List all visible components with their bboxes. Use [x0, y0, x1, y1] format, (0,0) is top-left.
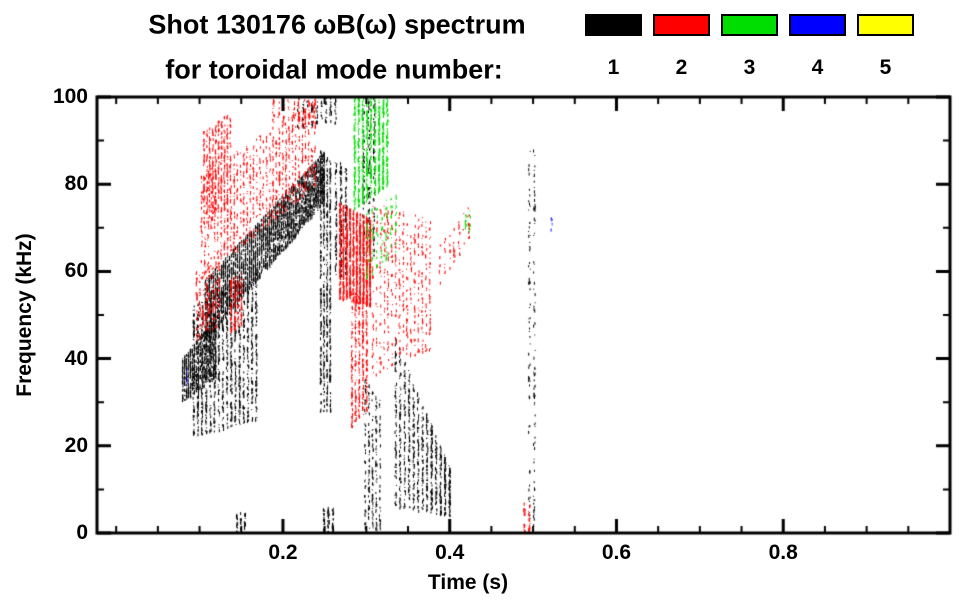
legend-swatch-mode-5: [857, 14, 914, 36]
legend-mode-number-1: 1: [607, 56, 620, 79]
plot-title-line1: Shot 130176 ωB(ω) spectrum: [148, 9, 526, 40]
y-tick-label-100: 100: [52, 85, 88, 108]
y-axis-label: Frequency (kHz): [13, 233, 36, 397]
y-tick-label-20: 20: [64, 433, 88, 457]
legend-swatch-mode-4: [789, 14, 846, 36]
x-tick-label-0.4: 0.4: [435, 541, 465, 564]
x-tick-label-0.8: 0.8: [768, 541, 798, 564]
y-tick-label-80: 80: [64, 172, 88, 196]
legend-swatch-mode-2: [653, 14, 710, 36]
legend-mode-number-3: 3: [743, 56, 756, 79]
legend-mode-number-2: 2: [675, 56, 688, 79]
y-tick-label-0: 0: [76, 521, 88, 544]
legend-swatch-mode-1: [585, 14, 642, 36]
x-axis-label: Time (s): [427, 571, 509, 594]
legend-mode-number-4: 4: [811, 56, 824, 79]
y-tick-label-40: 40: [64, 346, 88, 370]
legend-swatch-mode-3: [721, 14, 778, 36]
plot-title-line2: for toroidal mode number:: [165, 54, 503, 85]
legend-mode-number-5: 5: [879, 56, 892, 79]
x-tick-label-0.6: 0.6: [601, 541, 632, 564]
x-tick-label-0.2: 0.2: [268, 541, 298, 564]
y-tick-label-60: 60: [64, 259, 88, 283]
